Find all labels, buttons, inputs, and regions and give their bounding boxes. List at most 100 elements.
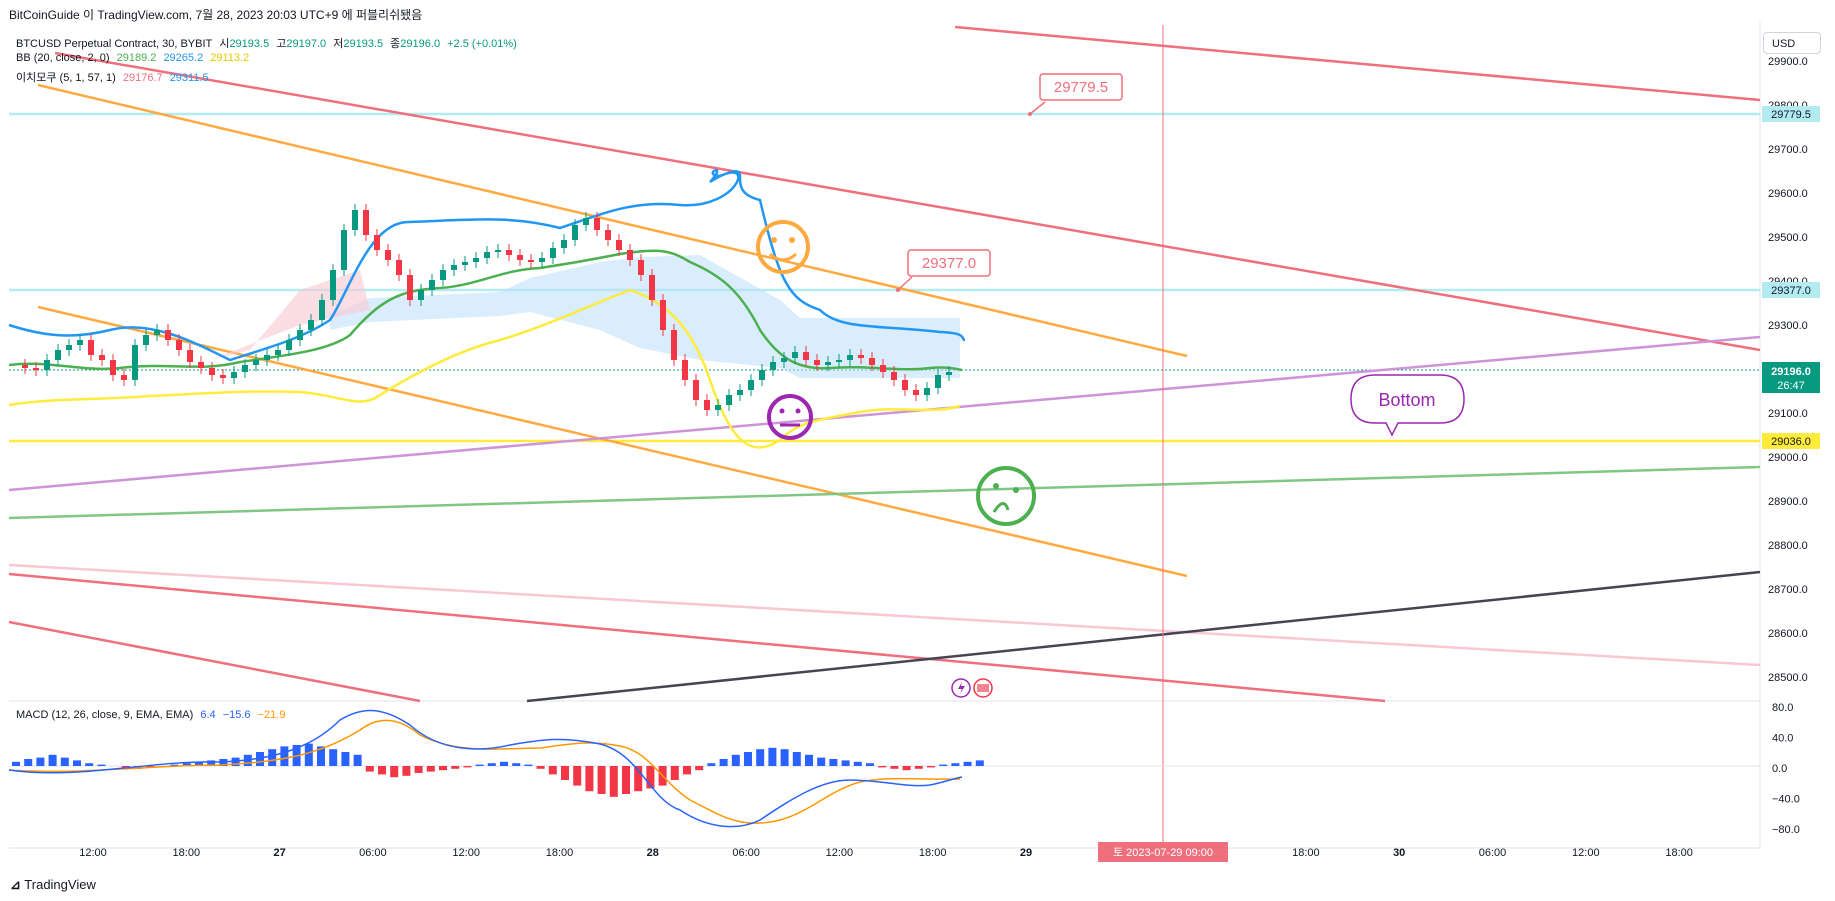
candle-body <box>880 365 886 372</box>
macd-bar <box>768 747 777 766</box>
macd-tick-label: −80.0 <box>1772 824 1800 836</box>
legend-bb-row[interactable]: BB (20, close, 2, 0) 29189.2 29265.2 291… <box>16 52 253 64</box>
candle-body <box>363 210 369 235</box>
candle-body <box>836 360 842 362</box>
macd-bar <box>170 764 179 766</box>
red-trendline-bottom[interactable] <box>8 620 421 703</box>
candle-body <box>704 400 710 410</box>
orange-channel-lower[interactable] <box>37 305 1188 578</box>
macd-bar <box>329 749 338 766</box>
candle-body <box>935 375 941 388</box>
candlestick-series[interactable] <box>22 204 952 416</box>
macd-bar <box>524 764 533 766</box>
candle-body <box>429 280 435 290</box>
legend-low-label: 저 <box>333 38 344 50</box>
callout-29779[interactable]: 29779.5 <box>1028 73 1123 116</box>
legend-ichimoku-row[interactable]: 이치모쿠 (5, 1, 57, 1) 29176.7 29311.5 <box>16 69 213 85</box>
price-badge-29377: 29377.0 <box>1762 282 1820 298</box>
candle-body <box>330 270 336 300</box>
time-tick-label: 12:00 <box>79 847 107 859</box>
macd-bar <box>792 752 801 766</box>
bb-lower-band <box>8 288 961 449</box>
attribution-text: BitCoinGuide 이 TradingView.com, 7월 28, 2… <box>9 8 423 22</box>
red-trendline-top[interactable] <box>954 25 1761 102</box>
legend-close-label: 종 <box>390 38 401 50</box>
red-trendline-upper[interactable] <box>54 51 1761 352</box>
macd-bar <box>841 760 850 766</box>
candle-body <box>88 340 94 355</box>
svg-text:29779.5: 29779.5 <box>1771 109 1811 121</box>
macd-bar <box>12 761 20 766</box>
candle-body <box>352 210 358 230</box>
candle-body <box>946 372 952 375</box>
event-icons[interactable] <box>951 678 993 698</box>
svg-text:26:47: 26:47 <box>1777 380 1805 392</box>
macd-bar <box>744 752 752 766</box>
macd-bar <box>817 757 826 766</box>
smile-emoji-icon[interactable] <box>756 220 810 274</box>
macd-axis[interactable]: 80.0 40.0 0.0 −40.0 −80.0 <box>1772 702 1800 836</box>
macd-bar <box>878 766 887 768</box>
candle-body <box>275 350 281 355</box>
macd-bar <box>24 759 33 766</box>
purple-trendline[interactable] <box>8 335 1761 492</box>
neutral-emoji-icon[interactable] <box>767 394 813 440</box>
callout-29377[interactable]: 29377.0 <box>896 249 991 292</box>
macd-bar <box>268 749 277 766</box>
time-axis[interactable]: 12:00 18:00 27 06:00 12:00 18:00 28 06:00 12:00 1… <box>79 847 1693 859</box>
macd-bar <box>353 754 362 766</box>
macd-bar <box>60 757 69 766</box>
candle-body <box>143 335 149 345</box>
candle-body <box>154 330 160 335</box>
pink-trendline[interactable] <box>8 563 1761 667</box>
black-trendline[interactable] <box>526 570 1761 703</box>
candle-body <box>605 230 611 240</box>
tradingview-logo[interactable]: ⊿ TradingView <box>10 877 96 893</box>
legend-open-label: 시 <box>219 38 230 50</box>
time-tick-label: 30 <box>1393 847 1405 859</box>
legend-macd-signal: −21.9 <box>257 709 286 721</box>
bottom-bubble-label: Bottom <box>1378 390 1435 410</box>
macd-tick-label: 80.0 <box>1772 702 1793 714</box>
candle-body <box>132 345 138 380</box>
price-tick-label: 29500.0 <box>1768 232 1808 244</box>
currency-selector[interactable]: USD <box>1763 32 1821 54</box>
orange-channel-upper[interactable] <box>37 83 1188 358</box>
candle-body <box>891 372 897 380</box>
candle-body <box>165 330 171 340</box>
macd-bar <box>707 763 716 766</box>
price-badge-29036: 29036.0 <box>1762 433 1820 449</box>
macd-bar <box>475 764 484 766</box>
candle-body <box>506 250 512 255</box>
legend-low: 29193.5 <box>343 38 384 50</box>
macd-tick-label: 0.0 <box>1772 763 1787 775</box>
candle-body <box>627 250 633 260</box>
legend-macd-row[interactable]: MACD (12, 26, close, 9, EMA, EMA) 6.4 −1… <box>16 709 289 721</box>
sad-emoji-icon[interactable] <box>976 466 1036 526</box>
macd-bar <box>561 766 569 780</box>
candle-body <box>649 275 655 300</box>
macd-bar <box>829 759 838 766</box>
macd-bar <box>414 766 423 773</box>
candle-body <box>495 250 501 252</box>
macd-bar <box>426 766 435 772</box>
candle-body <box>902 380 908 390</box>
red-trendline-lower[interactable] <box>8 572 1386 703</box>
candle-body <box>726 395 732 405</box>
legend-bb-basis: 29189.2 <box>116 52 157 64</box>
candle-body <box>462 262 468 265</box>
legend-symbol-row[interactable]: BTCUSD Perpetual Contract, 30, BYBIT 시29… <box>16 35 521 51</box>
macd-bar <box>365 766 374 772</box>
legend-ichimoku-label: 이치모쿠 (5, 1, 57, 1) <box>16 72 116 84</box>
time-tick-label: 18:00 <box>1292 847 1320 859</box>
candle-body <box>803 352 809 360</box>
green-trendline[interactable] <box>8 465 1761 520</box>
candle-body <box>869 358 875 365</box>
macd-bar <box>463 766 472 768</box>
bottom-speech-bubble[interactable]: Bottom <box>1350 374 1465 437</box>
legend-high: 29197.0 <box>286 38 327 50</box>
price-tick-label: 28500.0 <box>1768 672 1808 684</box>
candle-body <box>858 355 864 358</box>
macd-bar <box>73 760 81 766</box>
